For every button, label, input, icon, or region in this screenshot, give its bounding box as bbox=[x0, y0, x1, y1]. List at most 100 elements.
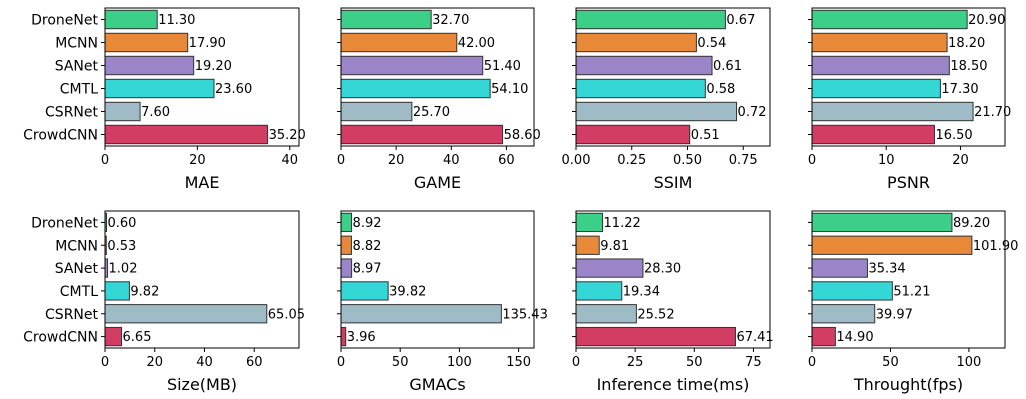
value-label: 67.41 bbox=[736, 330, 773, 345]
value-label: 7.60 bbox=[141, 105, 170, 120]
value-label: 6.65 bbox=[123, 330, 152, 345]
bar-cmtl bbox=[104, 78, 215, 99]
axes-frame bbox=[340, 7, 535, 147]
value-label: 23.60 bbox=[215, 82, 252, 97]
subplot-5: 0.60 0.53 1.02 9.82 65.05 6.65 DroneNet MCNN SAN… bbox=[23, 210, 305, 394]
x-tick-label: 0 bbox=[808, 153, 816, 168]
value-label: 9.82 bbox=[130, 284, 159, 299]
bar-crowdcnn bbox=[104, 124, 269, 145]
bar-cmtl bbox=[811, 78, 941, 99]
y-tick-label: DroneNet bbox=[31, 13, 98, 29]
x-tick-label: 75 bbox=[745, 355, 762, 370]
bar-dronenet bbox=[104, 9, 158, 30]
y-tick-label: SANet bbox=[55, 261, 99, 277]
bar-dronenet bbox=[340, 212, 353, 233]
x-axis-label: SSIM bbox=[654, 173, 693, 192]
x-axis-label: MAE bbox=[185, 173, 220, 192]
value-label: 16.50 bbox=[935, 128, 972, 143]
y-tick-label: MCNN bbox=[55, 238, 98, 254]
bar-mcnn bbox=[575, 235, 600, 255]
value-label: 17.30 bbox=[941, 82, 978, 97]
value-label: 54.10 bbox=[491, 82, 528, 97]
value-label: 14.90 bbox=[836, 330, 873, 345]
bar-crowdcnn bbox=[104, 326, 123, 347]
x-axis-label: Throught(fps) bbox=[853, 375, 963, 394]
y-tick-label: CMTL bbox=[60, 82, 98, 98]
value-label: 20.90 bbox=[968, 13, 1005, 28]
bar-cmtl bbox=[104, 281, 130, 301]
value-label: 11.30 bbox=[158, 13, 195, 28]
bar-mcnn bbox=[575, 32, 697, 53]
x-axis-label: GMACs bbox=[409, 375, 465, 394]
axes-frame bbox=[104, 210, 300, 349]
axes-frame bbox=[811, 7, 1006, 147]
x-tick-label: 0.50 bbox=[673, 153, 702, 168]
x-tick-label: 20 bbox=[146, 355, 163, 370]
bar-crowdcnn bbox=[575, 124, 691, 145]
x-tick-label: 40 bbox=[196, 355, 213, 370]
bar-sanet bbox=[575, 55, 713, 76]
value-label: 18.20 bbox=[948, 36, 985, 51]
bar-mcnn bbox=[811, 32, 948, 53]
value-label: 25.70 bbox=[413, 105, 450, 120]
subplot-1: 11.30 17.90 19.20 23.60 7.60 35.20 DroneNet MCN… bbox=[23, 7, 306, 192]
value-label: 135.43 bbox=[502, 307, 548, 322]
bar-cmtl bbox=[340, 78, 491, 99]
value-label: 58.60 bbox=[504, 128, 541, 143]
y-tick-label: DroneNet bbox=[31, 215, 98, 231]
bar-sanet bbox=[575, 258, 644, 278]
x-tick-label: 0 bbox=[101, 355, 109, 370]
x-tick-label: 100 bbox=[956, 355, 981, 370]
x-tick-label: 10 bbox=[878, 153, 895, 168]
bar-csrnet bbox=[811, 101, 974, 122]
x-axis-label: GAME bbox=[414, 173, 461, 192]
bar-mcnn bbox=[104, 32, 189, 53]
value-label: 0.58 bbox=[706, 82, 735, 97]
x-tick-label: 60 bbox=[498, 153, 515, 168]
y-tick-label: CSRNet bbox=[45, 307, 98, 323]
bar-csrnet bbox=[575, 304, 637, 324]
value-label: 39.82 bbox=[389, 284, 426, 299]
axes-frame bbox=[340, 210, 535, 349]
value-label: 0.72 bbox=[738, 105, 767, 120]
bar-cmtl bbox=[575, 281, 623, 301]
x-tick-label: 0 bbox=[337, 153, 345, 168]
y-tick-label: MCNN bbox=[55, 36, 98, 52]
bar-cmtl bbox=[575, 78, 706, 99]
value-label: 19.34 bbox=[623, 284, 660, 299]
x-tick-label: 150 bbox=[506, 355, 531, 370]
bar-crowdcnn bbox=[575, 326, 736, 347]
value-label: 101.90 bbox=[973, 239, 1019, 254]
value-label: 0.54 bbox=[697, 36, 726, 51]
axes-frame bbox=[811, 210, 1006, 349]
x-tick-label: 20 bbox=[189, 153, 206, 168]
y-tick-label: CSRNet bbox=[45, 105, 98, 121]
x-tick-label: 0 bbox=[808, 355, 816, 370]
value-label: 11.22 bbox=[604, 216, 641, 231]
bar-mcnn bbox=[340, 32, 458, 53]
bar-csrnet bbox=[104, 304, 268, 324]
subplot-2: 32.70 42.00 51.40 54.10 25.70 58.60 0 20 40 60 GAM… bbox=[337, 7, 541, 192]
bar-cmtl bbox=[811, 281, 893, 301]
bar-dronenet bbox=[575, 9, 726, 30]
value-label: 0.67 bbox=[726, 13, 755, 28]
subplot-6: 8.92 8.82 8.97 39.82 135.43 3.960 50 100 150 GMAC… bbox=[337, 210, 548, 394]
x-tick-label: 20 bbox=[952, 153, 969, 168]
subplot-3: 0.670.54 0.61 0.580.72 0.51 0.00 0.25 0.50 0.75… bbox=[562, 7, 771, 192]
value-label: 89.20 bbox=[953, 216, 990, 231]
x-tick-label: 40 bbox=[281, 153, 298, 168]
value-label: 18.50 bbox=[950, 59, 987, 74]
bar-sanet bbox=[340, 258, 353, 278]
x-tick-label: 100 bbox=[447, 355, 472, 370]
bar-csrnet bbox=[340, 304, 502, 324]
value-label: 19.20 bbox=[195, 59, 232, 74]
value-label: 17.90 bbox=[189, 36, 226, 51]
bar-csrnet bbox=[575, 101, 738, 122]
bar-csrnet bbox=[811, 304, 876, 324]
x-axis-label: Inference time(ms) bbox=[597, 375, 750, 394]
axes-frame bbox=[104, 7, 300, 147]
value-label: 8.82 bbox=[352, 239, 381, 254]
x-tick-label: 0.00 bbox=[562, 153, 591, 168]
